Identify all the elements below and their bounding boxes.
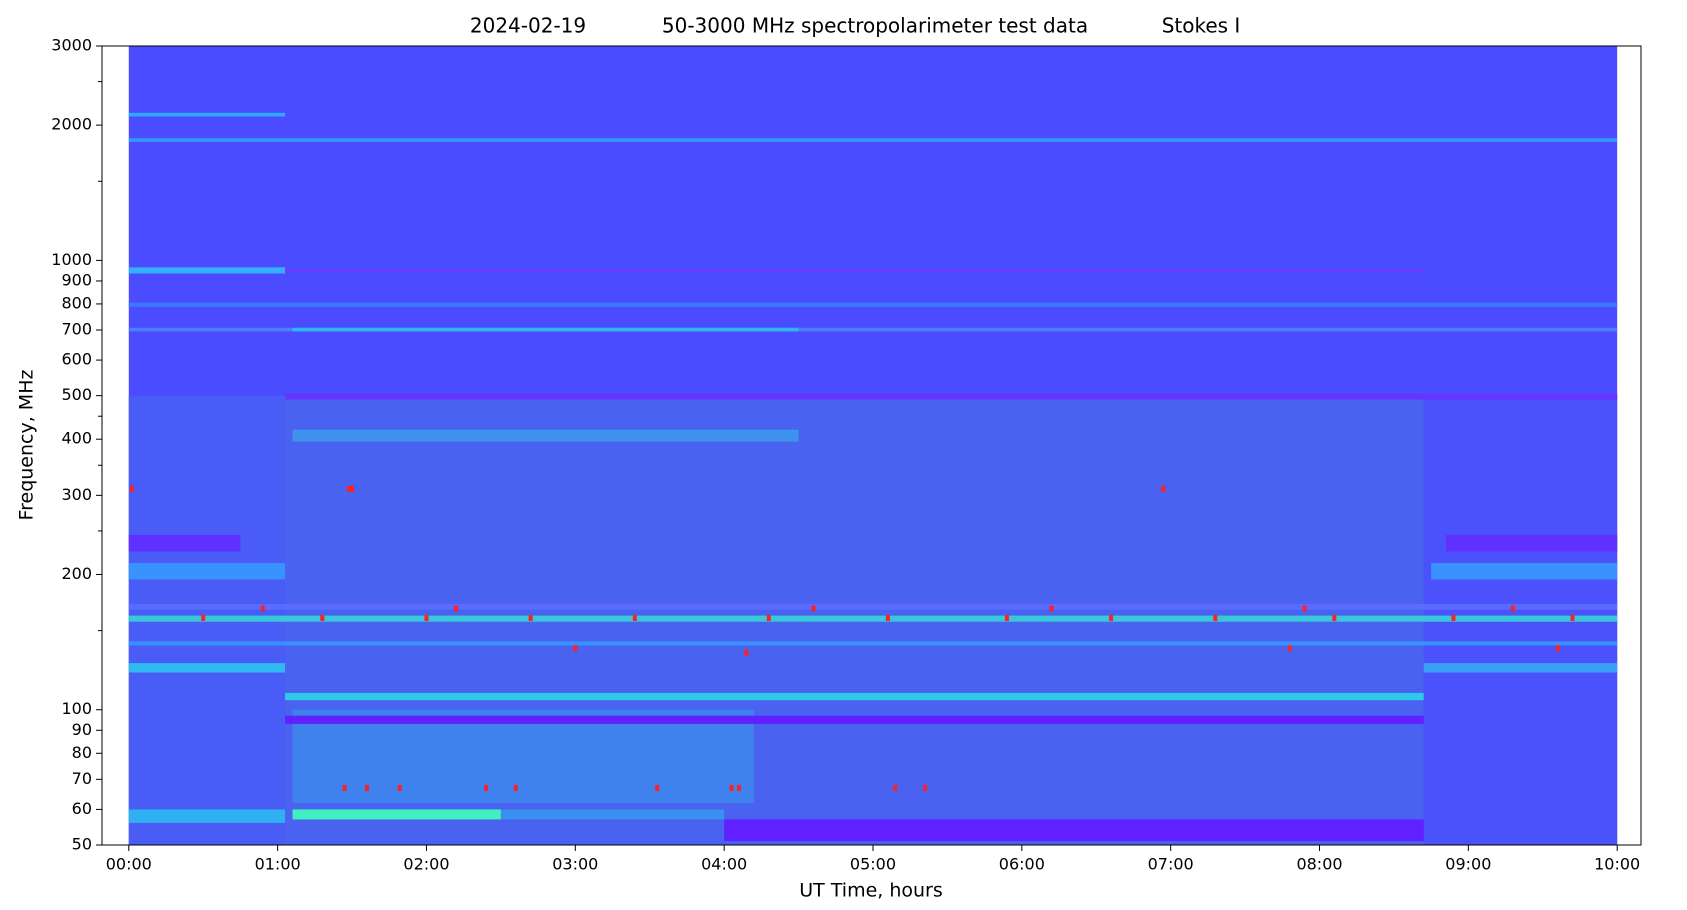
spectral-band [292,809,501,820]
spectrogram-image [128,46,1618,845]
x-tick-label: 04:00 [701,855,747,874]
chart-title-date: 2024-02-19 [470,14,586,38]
rfi-spot [573,645,578,652]
chart-title-mode: Stokes I [1162,14,1241,38]
rfi-spot [201,615,206,622]
rfi-spot [1332,615,1337,622]
rfi-spot [424,615,429,622]
y-tick-label: 3000 [51,36,92,55]
x-tick-label: 05:00 [850,855,896,874]
x-tick-label: 10:00 [1594,855,1640,874]
spectral-band [128,327,1618,332]
spectral-band [285,715,1424,724]
rfi-spot [923,784,928,791]
x-axis-label: UT Time, hours [799,880,943,902]
rfi-spot [1302,605,1307,612]
rfi-spot [744,649,749,656]
spectral-band [128,809,286,823]
spectral-band [128,663,286,673]
rfi-spot [397,784,402,791]
x-tick-label: 08:00 [1296,855,1342,874]
rfi-spot [513,784,518,791]
rfi-spot [342,784,347,791]
rfi-spot [1287,645,1292,652]
rfi-spot [1570,615,1575,622]
spectral-band [128,302,1618,307]
rfi-spot [1161,485,1166,492]
spectral-band [128,563,286,580]
y-axis-label: Frequency, MHz [16,370,38,521]
rfi-spot [484,784,489,791]
spectral-band [128,267,286,274]
rfi-spot [364,784,369,791]
rfi-spot [260,605,265,612]
y-tick-label: 1000 [51,250,92,269]
spectral-band [1431,563,1618,580]
rfi-spot [893,784,898,791]
x-tick-label: 06:00 [999,855,1045,874]
rfi-spot [1510,605,1515,612]
spectral-band [128,641,1618,646]
spectral-band [128,112,286,117]
x-tick-label: 01:00 [255,855,301,874]
spectral-band [292,327,799,332]
x-tick-label: 02:00 [403,855,449,874]
spectral-band [285,692,1424,701]
y-tick-label: 400 [61,429,92,448]
plot-frame [101,45,1642,846]
x-tick-label: 07:00 [1148,855,1194,874]
rfi-spot [1109,615,1114,622]
x-tick-label: 09:00 [1445,855,1491,874]
spectral-band [1423,663,1618,673]
rfi-spot [1451,615,1456,622]
spectral-band [128,603,1618,610]
chart-title: 50-3000 MHz spectropolarimeter test data [662,14,1088,38]
y-tick-label: 300 [61,485,92,504]
rfi-spot [737,784,742,791]
rfi-spot [729,784,734,791]
spectral-band [285,393,1618,400]
y-tick-label: 70 [72,769,92,788]
rfi-spot [632,615,637,622]
spectral-band [500,809,725,820]
spectral-band [292,429,799,442]
y-tick-label: 100 [61,699,92,718]
x-tick-label: 00:00 [106,855,152,874]
y-tick-label: 700 [61,319,92,338]
rfi-spot [766,615,771,622]
y-tick-label: 200 [61,564,92,583]
spectral-band [724,819,1424,842]
rfi-spot [347,485,352,492]
rfi-spot [1049,605,1054,612]
rfi-spot [811,605,816,612]
spectral-band [292,709,754,804]
y-tick-label: 900 [61,270,92,289]
rfi-spot [1004,615,1009,622]
y-tick-label: 600 [61,350,92,369]
x-tick-label: 03:00 [552,855,598,874]
rfi-spot [528,615,533,622]
y-tick-label: 50 [72,835,92,854]
y-tick-label: 90 [72,720,92,739]
y-tick-label: 2000 [51,115,92,134]
rfi-spot [1213,615,1218,622]
y-tick-label: 60 [72,799,92,818]
spectral-band [285,269,1424,273]
spectral-band [128,534,241,552]
y-tick-label: 500 [61,385,92,404]
rfi-spot [885,615,890,622]
y-tick-label: 80 [72,743,92,762]
rfi-spot [1555,645,1560,652]
spectral-band [128,138,1618,142]
rfi-spot [129,485,134,492]
y-tick-label: 800 [61,293,92,312]
rfi-spot [350,485,355,492]
spectral-band [1446,534,1618,552]
rfi-spot [655,784,660,791]
spectral-band [128,615,1618,622]
rfi-spot [320,615,325,622]
rfi-spot [454,605,459,612]
